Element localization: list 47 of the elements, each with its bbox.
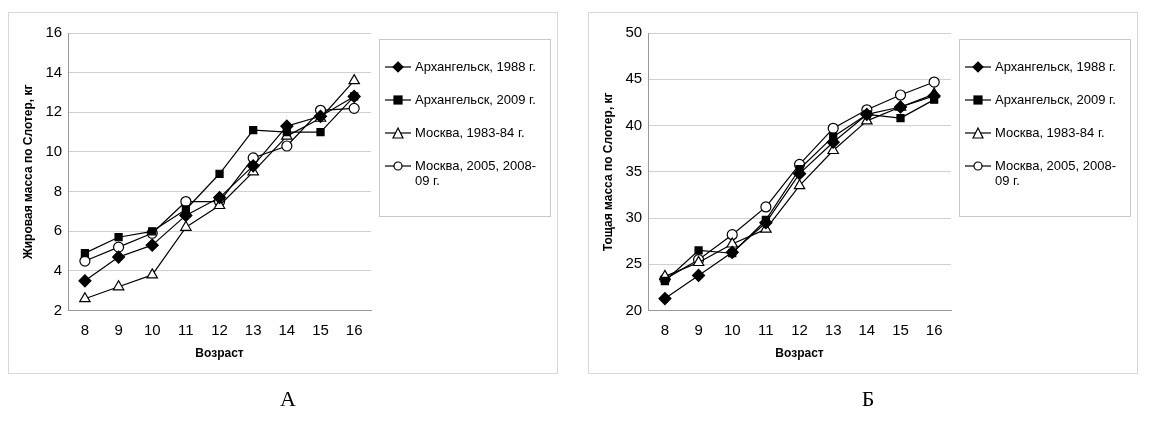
y-tick-label: 40 xyxy=(625,115,643,133)
x-tick-label: 13 xyxy=(244,320,262,338)
text: А xyxy=(279,386,297,412)
x-tick-label: 8 xyxy=(660,320,670,338)
legend-label: Архангельск, 1988 г. xyxy=(415,59,536,74)
y-tick-label: 8 xyxy=(53,181,63,199)
x-tick-label: 16 xyxy=(345,320,363,338)
x-tick-label: 10 xyxy=(143,320,161,338)
x-tick-label: 10 xyxy=(723,320,741,338)
y-tick-label: 16 xyxy=(45,23,63,41)
x-tick-label: 13 xyxy=(824,320,842,338)
x-tick-label: 9 xyxy=(694,320,703,338)
x-tick-label: 11 xyxy=(178,320,194,338)
y-tick-label: 25 xyxy=(625,254,643,272)
legend-label: Москва, 1983-84 г. xyxy=(995,125,1105,140)
y-tick-label: 50 xyxy=(625,23,643,41)
x-tick-label: 9 xyxy=(114,320,123,338)
y-tick-label: 10 xyxy=(45,142,63,160)
legend-label: Москва, 1983-84 г. xyxy=(415,125,525,140)
legend-label: Москва, 2005, 2008-09 г. xyxy=(415,158,537,188)
y-tick-label: 4 xyxy=(53,261,63,279)
text: Б xyxy=(860,386,876,412)
x-tick-label: 16 xyxy=(925,320,943,338)
y-tick-label: 30 xyxy=(625,208,643,226)
y-tick-label: 35 xyxy=(625,161,643,179)
y-tick-label: 12 xyxy=(45,102,63,120)
y-tick-label: 14 xyxy=(45,62,63,80)
y-tick-label: 20 xyxy=(625,300,643,318)
y-tick-label: 6 xyxy=(53,221,63,239)
y-axis-title: Тощая масса по Слотер, кг xyxy=(600,92,615,252)
x-tick-label: 15 xyxy=(312,320,329,338)
x-tick-label: 8 xyxy=(80,320,90,338)
legend-label: Архангельск, 1988 г. xyxy=(995,59,1116,74)
x-axis-title: Возраст xyxy=(195,346,244,361)
y-tick-label: 45 xyxy=(625,69,643,87)
legend-label: Архангельск, 2009 г. xyxy=(995,92,1116,107)
x-tick-label: 12 xyxy=(791,320,808,338)
x-tick-label: 15 xyxy=(892,320,909,338)
y-axis-title: Жировая масса по Слотер, кг xyxy=(20,84,35,261)
legend-label: Архангельск, 2009 г. xyxy=(415,92,536,107)
x-tick-label: 12 xyxy=(211,320,228,338)
x-tick-label: 14 xyxy=(278,320,296,338)
y-tick-label: 2 xyxy=(53,300,63,318)
x-tick-label: 14 xyxy=(858,320,876,338)
legend-label: Москва, 2005, 2008-09 г. xyxy=(995,158,1117,188)
x-axis-title: Возраст xyxy=(775,346,824,361)
x-tick-label: 11 xyxy=(758,320,774,338)
